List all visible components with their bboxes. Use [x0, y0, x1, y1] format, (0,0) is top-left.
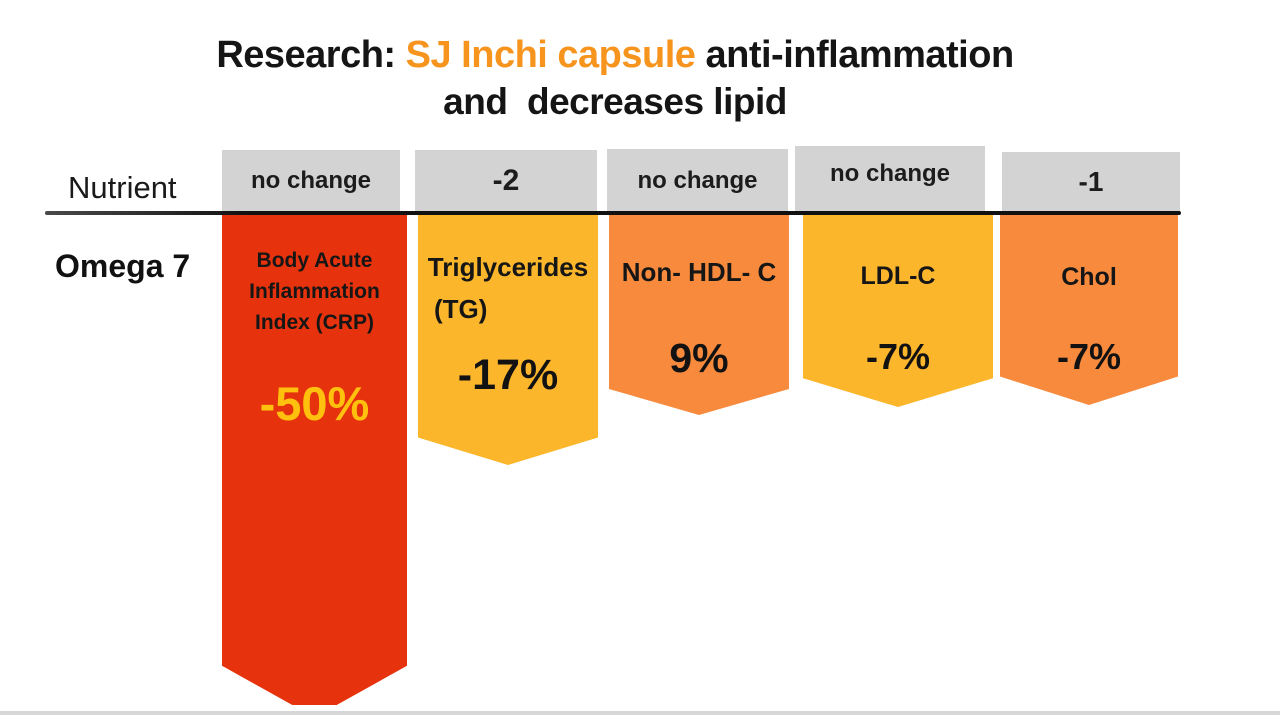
banner-name-line: Non- HDL- C — [621, 257, 777, 287]
banner-name-line: Chol — [1061, 263, 1117, 291]
banner-name-line: Triglycerides — [427, 252, 589, 282]
banner-crp-value: -50% — [259, 377, 370, 430]
header-cell-crp: no change — [222, 150, 400, 212]
banner-ldl-c-value: -7% — [865, 336, 931, 377]
banner-non-hdl-c-value: 9% — [669, 335, 729, 381]
title-suffix: anti-inflammation — [695, 34, 1014, 76]
banner-non-hdl-c-name: Non- HDL- C — [609, 215, 789, 288]
banner-chol-value: -7% — [1056, 336, 1122, 377]
header-divider-line — [45, 211, 1181, 215]
banner-name-line: Index (CRP) — [254, 311, 374, 334]
banner-triglycerides-value: -17% — [457, 351, 559, 399]
title-highlight: SJ Inchi capsule — [405, 34, 696, 76]
bottom-border-line — [0, 711, 1280, 715]
banner-non-hdl-c: Non- HDL- C 9% — [609, 215, 789, 415]
banner-name-line: Inflammation — [249, 280, 380, 303]
banner-triglycerides: Triglycerides (TG) -17% — [418, 215, 598, 465]
row-label-omega7: Omega 7 — [55, 248, 191, 284]
banner-chol-name: Chol — [1000, 215, 1178, 292]
header-cell-chol: -1 — [1002, 152, 1180, 212]
banner-crp: Body Acute Inflammation Index (CRP) -50% — [222, 215, 407, 705]
header-cell-ldl: no change — [795, 146, 985, 212]
nutrient-column-header: Nutrient — [68, 170, 177, 205]
banner-ldl-c: LDL-C -7% — [803, 215, 993, 407]
title-line-1: Research: SJ Inchi capsule anti-inflamma… — [0, 32, 1230, 78]
banner-crp-name: Body Acute Inflammation Index (CRP) — [222, 215, 407, 338]
banner-name-line: LDL-C — [860, 262, 936, 290]
header-cell-non-hdl: no change — [607, 149, 788, 212]
banner-chol: Chol -7% — [1000, 215, 1178, 405]
page-title: Research: SJ Inchi capsule anti-inflamma… — [0, 32, 1230, 126]
banner-name-line: Body Acute — [256, 249, 373, 272]
title-prefix: Research: — [216, 34, 406, 76]
banner-ldl-c-name: LDL-C — [803, 215, 993, 291]
title-line-2: and decreases lipid — [443, 81, 787, 122]
header-cell-tg: -2 — [415, 150, 597, 212]
banner-name-line: (TG) — [434, 294, 488, 324]
banner-triglycerides-name: Triglycerides (TG) — [418, 215, 598, 330]
